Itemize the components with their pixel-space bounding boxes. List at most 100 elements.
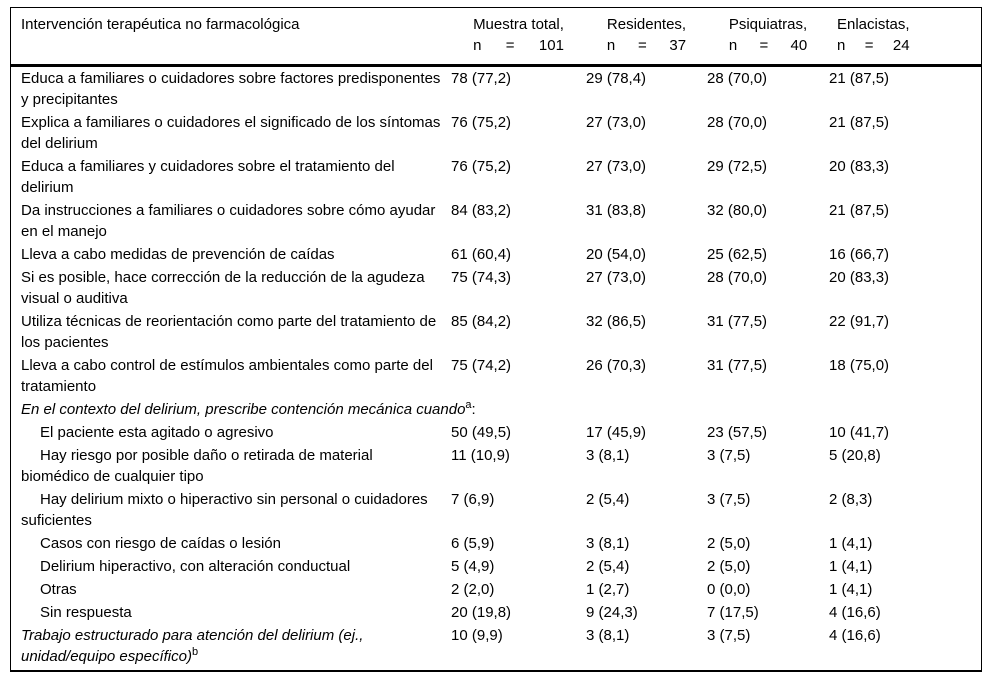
row-value: 31 (77,5)	[707, 357, 768, 374]
row-value: 2 (5,0)	[707, 535, 751, 552]
table-row: Trabajo estructurado para atención del d…	[11, 624, 981, 668]
row-value: 3 (7,5)	[707, 491, 751, 508]
row-value: 3 (8,1)	[586, 535, 630, 552]
row-label: Utiliza técnicas de reorientación como p…	[21, 313, 437, 351]
row-value: 21 (87,5)	[829, 114, 890, 131]
row-value: 28 (70,0)	[707, 269, 768, 286]
row-value: 3 (7,5)	[707, 627, 751, 644]
table-row: Lleva a cabo control de estímulos ambien…	[11, 354, 981, 398]
row-label: El paciente esta agitado o agresivo	[40, 424, 274, 441]
table-row: Educa a familiares y cuidadores sobre el…	[11, 155, 981, 199]
row-value: 20 (54,0)	[586, 246, 647, 263]
column-header-n-line: n = 40	[729, 35, 807, 56]
row-label: Lleva a cabo control de estímulos ambien…	[21, 357, 433, 395]
row-value: 21 (87,5)	[829, 70, 890, 87]
column-header-label: Enlacistas,	[837, 16, 910, 33]
row-label: Otras	[40, 581, 77, 598]
column-header-label: Psiquiatras,	[728, 16, 808, 33]
row-value: 3 (7,5)	[707, 447, 751, 464]
row-value: 5 (20,8)	[829, 447, 881, 464]
equals-sign: =	[505, 37, 515, 54]
column-header-n-line: n = 37	[607, 35, 686, 56]
column-header-n-line: n = 24	[837, 35, 910, 56]
row-value: 2 (2,0)	[451, 581, 495, 598]
column-header-intervention: Intervención terapéutica no farmacológic…	[11, 8, 451, 67]
row-value: 27 (73,0)	[586, 269, 647, 286]
row-value: 18 (75,0)	[829, 357, 890, 374]
row-value: 31 (77,5)	[707, 313, 768, 330]
equals-sign: =	[864, 37, 874, 54]
row-value: 27 (73,0)	[586, 114, 647, 131]
table-row: Educa a familiares o cuidadores sobre fa…	[11, 66, 981, 112]
n-value: 37	[669, 37, 687, 54]
row-value: 7 (6,9)	[451, 491, 495, 508]
row-label: En el contexto del delirium, prescribe c…	[21, 399, 476, 419]
row-value: 75 (74,2)	[451, 357, 512, 374]
n-value: 24	[892, 37, 910, 54]
n-label: n	[728, 37, 738, 54]
table-row: Hay delirium mixto o hiperactivo sin per…	[11, 488, 981, 532]
table-row: Da instrucciones a familiares o cuidador…	[11, 199, 981, 243]
row-value: 84 (83,2)	[451, 202, 512, 219]
n-value: 40	[790, 37, 808, 54]
column-header-n-line: n = 101	[473, 35, 564, 56]
section-row: En el contexto del delirium, prescribe c…	[11, 398, 981, 421]
column-header-block: Psiquiatras, n = 40	[729, 14, 807, 56]
row-value: 32 (86,5)	[586, 313, 647, 330]
row-value: 78 (77,2)	[451, 70, 512, 87]
row-value: 50 (49,5)	[451, 424, 512, 441]
table-row: Otras 2 (2,0) 1 (2,7) 0 (0,0) 1 (4,1)	[11, 578, 981, 601]
column-header-psiquiatras: Psiquiatras, n = 40	[707, 8, 829, 67]
row-value: 10 (9,9)	[451, 627, 503, 644]
row-value: 17 (45,9)	[586, 424, 647, 441]
column-header-block: Enlacistas, n = 24	[837, 14, 910, 56]
row-value: 85 (84,2)	[451, 313, 512, 330]
row-value: 9 (24,3)	[586, 604, 638, 621]
row-value: 1 (4,1)	[829, 558, 873, 575]
row-value: 20 (83,3)	[829, 269, 890, 286]
column-header-block: Muestra total, n = 101	[473, 14, 564, 56]
table-row: Hay riesgo por posible daño o retirada d…	[11, 444, 981, 488]
row-label: Hay riesgo por posible daño o retirada d…	[21, 447, 373, 485]
row-value: 3 (8,1)	[586, 447, 630, 464]
equals-sign: =	[759, 37, 769, 54]
row-value: 2 (5,4)	[586, 491, 630, 508]
row-label: Da instrucciones a familiares o cuidador…	[21, 202, 436, 240]
table-row: Sin respuesta 20 (19,8) 9 (24,3) 7 (17,5) 4 …	[11, 601, 981, 624]
header-row: Intervención terapéutica no farmacológic…	[11, 8, 981, 67]
row-value: 6 (5,9)	[451, 535, 495, 552]
table-row: Utiliza técnicas de reorientación como p…	[11, 310, 981, 354]
row-label: Educa a familiares y cuidadores sobre el…	[21, 158, 395, 196]
row-label: Hay delirium mixto o hiperactivo sin per…	[21, 491, 428, 529]
row-value: 21 (87,5)	[829, 202, 890, 219]
row-value: 29 (78,4)	[586, 70, 647, 87]
row-value: 1 (2,7)	[586, 581, 630, 598]
row-label: Delirium hiperactivo, con alteración con…	[40, 558, 351, 575]
footnote-marker: b	[191, 646, 199, 658]
row-value: 0 (0,0)	[707, 581, 751, 598]
row-value: 1 (4,1)	[829, 535, 873, 552]
row-value: 5 (4,9)	[451, 558, 495, 575]
table-row: Si es posible, hace corrección de la red…	[11, 266, 981, 310]
table-row: Lleva a cabo medidas de prevención de ca…	[11, 243, 981, 266]
row-label: Si es posible, hace corrección de la red…	[21, 269, 425, 307]
row-label: Educa a familiares o cuidadores sobre fa…	[21, 70, 441, 108]
row-value: 32 (80,0)	[707, 202, 768, 219]
row-value: 76 (75,2)	[451, 114, 512, 131]
row-value: 20 (83,3)	[829, 158, 890, 175]
row-value: 4 (16,6)	[829, 604, 881, 621]
row-value: 7 (17,5)	[707, 604, 759, 621]
row-label: Sin respuesta	[40, 604, 132, 621]
n-value: 101	[538, 37, 564, 54]
row-value: 27 (73,0)	[586, 158, 647, 175]
row-value: 61 (60,4)	[451, 246, 512, 263]
table-row: Delirium hiperactivo, con alteración con…	[11, 555, 981, 578]
row-value: 16 (66,7)	[829, 246, 890, 263]
row-value: 4 (16,6)	[829, 627, 881, 644]
row-value: 23 (57,5)	[707, 424, 768, 441]
footnote-marker: a	[465, 399, 472, 411]
row-label: Lleva a cabo medidas de prevención de ca…	[21, 246, 335, 263]
interventions-table: Intervención terapéutica no farmacológic…	[11, 8, 981, 668]
row-value: 28 (70,0)	[707, 114, 768, 131]
n-label: n	[837, 37, 846, 54]
